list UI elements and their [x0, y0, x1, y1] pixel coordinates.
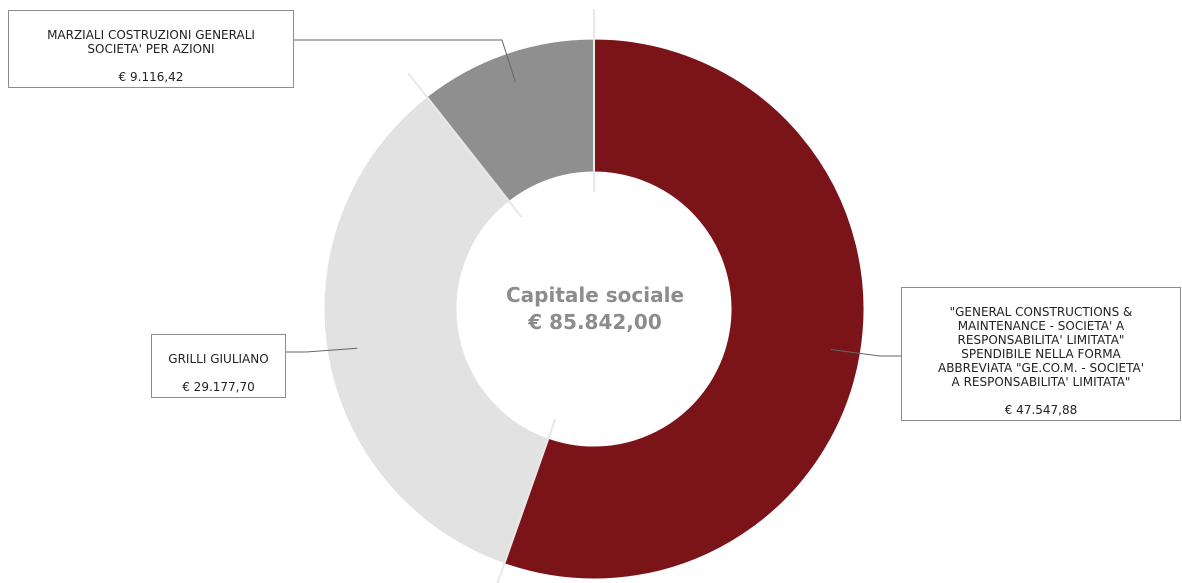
slice-boundary-tick [496, 419, 557, 583]
slice-grilli-giuliano [323, 96, 550, 565]
slice-label-text: GRILLI GIULIANO [168, 352, 269, 366]
slice-value-text: € 47.547,88 [1004, 403, 1078, 417]
slice-label-text: "GENERAL CONSTRUCTIONS & MAINTENANCE - S… [937, 305, 1144, 389]
slice-label-general-constructions: "GENERAL CONSTRUCTIONS & MAINTENANCE - S… [901, 287, 1181, 421]
leader-line [830, 348, 901, 357]
center-total-value: € 85.842,00 [528, 310, 662, 334]
leader-line [286, 347, 358, 353]
slice-label-grilli-giuliano: GRILLI GIULIANO € 29.177,70 [151, 334, 286, 398]
center-title: Capitale sociale [505, 283, 685, 307]
slice-label-text: MARZIALI COSTRUZIONI GENERALI SOCIETA' P… [47, 28, 255, 56]
slice-boundary-tick [407, 72, 523, 218]
slice-value-text: € 29.177,70 [182, 380, 255, 394]
leader-line [294, 39, 516, 83]
slice-general-constructions [503, 38, 865, 580]
slice-label-marziali-costruzioni: MARZIALI COSTRUZIONI GENERALI SOCIETA' P… [8, 10, 294, 88]
slice-value-text: € 9.116,42 [118, 70, 184, 84]
